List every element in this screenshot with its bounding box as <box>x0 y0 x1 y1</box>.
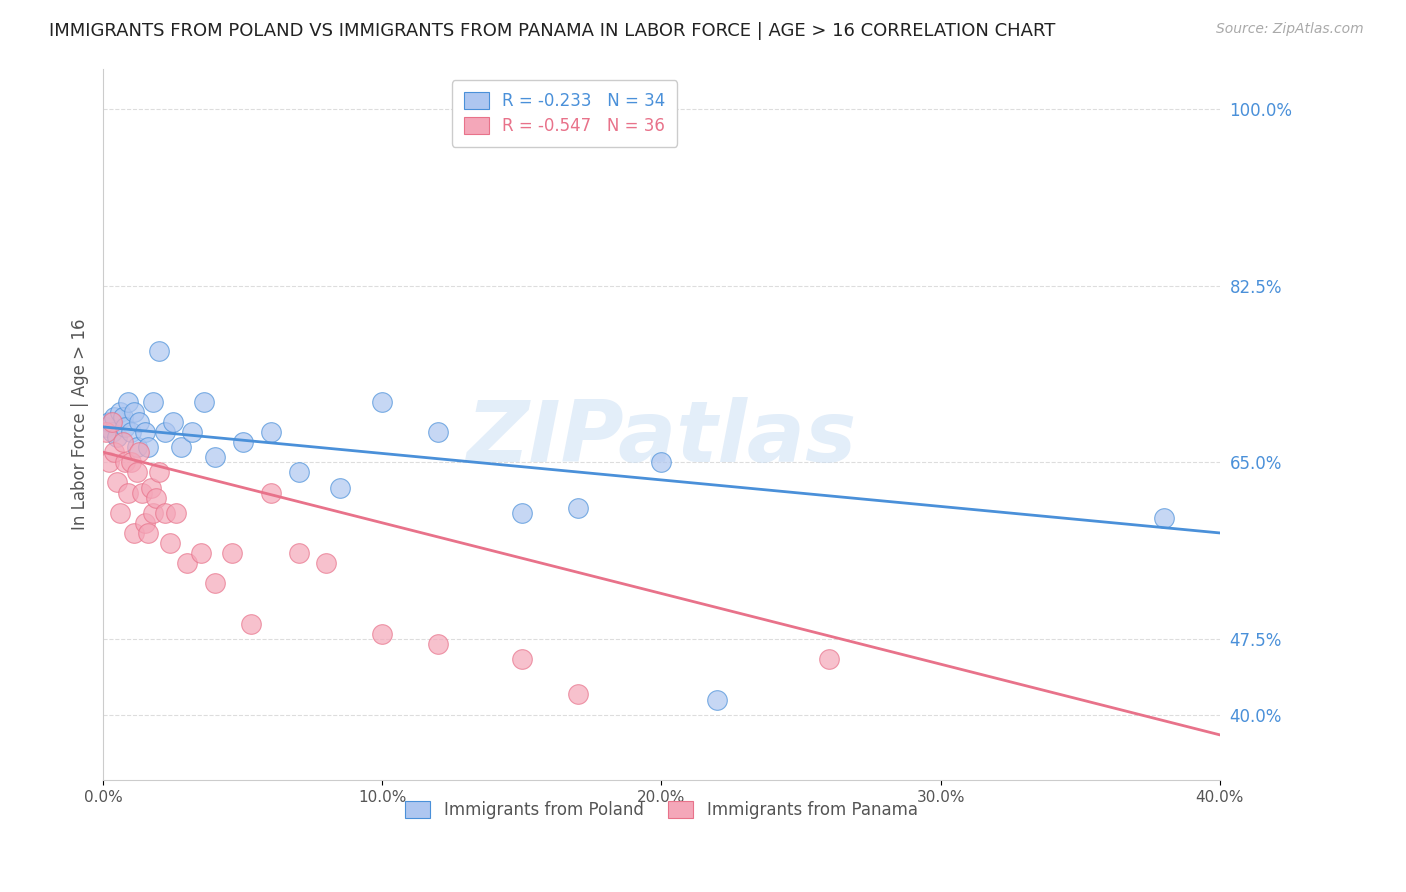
Point <box>1153 510 1175 524</box>
Point <box>148 344 170 359</box>
Point <box>153 506 176 520</box>
Point <box>128 445 150 459</box>
Point <box>427 637 450 651</box>
Point <box>139 481 162 495</box>
Point <box>818 652 841 666</box>
Point <box>136 440 159 454</box>
Point <box>100 425 122 439</box>
Point <box>181 425 204 439</box>
Point <box>232 435 254 450</box>
Text: ZIPatlas: ZIPatlas <box>467 397 856 480</box>
Point <box>567 688 589 702</box>
Point <box>128 415 150 429</box>
Point <box>259 485 281 500</box>
Point <box>240 616 263 631</box>
Point <box>193 394 215 409</box>
Point <box>94 420 117 434</box>
Text: Source: ZipAtlas.com: Source: ZipAtlas.com <box>1216 22 1364 37</box>
Point <box>114 455 136 469</box>
Point <box>94 425 117 439</box>
Point <box>97 415 120 429</box>
Point <box>259 425 281 439</box>
Point <box>148 466 170 480</box>
Point <box>120 455 142 469</box>
Point <box>108 506 131 520</box>
Point <box>567 500 589 515</box>
Point <box>315 556 337 570</box>
Point <box>153 425 176 439</box>
Point <box>134 516 156 530</box>
Point <box>165 506 187 520</box>
Point <box>371 394 394 409</box>
Point <box>136 525 159 540</box>
Point <box>97 455 120 469</box>
Point <box>134 425 156 439</box>
Point <box>120 425 142 439</box>
Point <box>190 546 212 560</box>
Y-axis label: In Labor Force | Age > 16: In Labor Force | Age > 16 <box>72 318 89 530</box>
Point <box>142 394 165 409</box>
Point <box>111 435 134 450</box>
Point <box>371 627 394 641</box>
Point <box>510 506 533 520</box>
Point <box>170 440 193 454</box>
Point <box>510 652 533 666</box>
Point <box>176 556 198 570</box>
Point <box>114 420 136 434</box>
Point <box>105 475 128 490</box>
Point <box>122 525 145 540</box>
Point <box>103 445 125 459</box>
Point <box>329 481 352 495</box>
Point <box>117 394 139 409</box>
Point <box>142 506 165 520</box>
Point <box>650 455 672 469</box>
Point <box>287 546 309 560</box>
Point <box>100 415 122 429</box>
Point <box>105 430 128 444</box>
Point <box>427 425 450 439</box>
Point <box>162 415 184 429</box>
Point <box>125 440 148 454</box>
Point <box>117 485 139 500</box>
Point <box>204 450 226 465</box>
Text: IMMIGRANTS FROM POLAND VS IMMIGRANTS FROM PANAMA IN LABOR FORCE | AGE > 16 CORRE: IMMIGRANTS FROM POLAND VS IMMIGRANTS FRO… <box>49 22 1056 40</box>
Legend: Immigrants from Poland, Immigrants from Panama: Immigrants from Poland, Immigrants from … <box>398 794 924 825</box>
Point <box>103 409 125 424</box>
Point <box>287 466 309 480</box>
Point <box>111 409 134 424</box>
Point <box>706 692 728 706</box>
Point <box>204 576 226 591</box>
Point <box>221 546 243 560</box>
Point <box>125 466 148 480</box>
Point <box>131 485 153 500</box>
Point <box>145 491 167 505</box>
Point <box>108 405 131 419</box>
Point <box>159 536 181 550</box>
Point <box>122 405 145 419</box>
